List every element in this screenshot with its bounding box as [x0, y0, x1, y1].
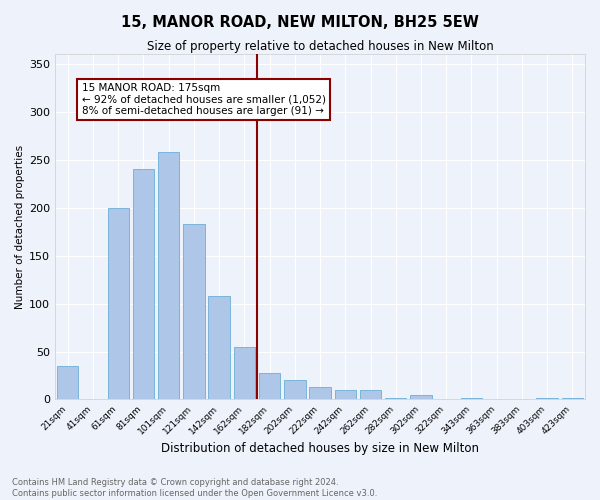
Text: 15, MANOR ROAD, NEW MILTON, BH25 5EW: 15, MANOR ROAD, NEW MILTON, BH25 5EW	[121, 15, 479, 30]
Bar	[385, 398, 406, 400]
Bar	[410, 394, 432, 400]
Title: Size of property relative to detached houses in New Milton: Size of property relative to detached ho…	[147, 40, 493, 53]
Bar	[208, 296, 230, 400]
Bar	[360, 390, 381, 400]
Bar	[107, 208, 129, 400]
Bar	[133, 170, 154, 400]
Bar	[536, 398, 558, 400]
Bar	[461, 398, 482, 400]
Bar	[233, 346, 255, 400]
Bar	[158, 152, 179, 400]
Text: Contains HM Land Registry data © Crown copyright and database right 2024.
Contai: Contains HM Land Registry data © Crown c…	[12, 478, 377, 498]
Bar	[335, 390, 356, 400]
Bar	[562, 398, 583, 400]
Bar	[183, 224, 205, 400]
Bar	[57, 366, 79, 400]
Y-axis label: Number of detached properties: Number of detached properties	[15, 145, 25, 309]
Bar	[486, 398, 508, 400]
Bar	[259, 372, 280, 400]
Bar	[310, 387, 331, 400]
Text: 15 MANOR ROAD: 175sqm
← 92% of detached houses are smaller (1,052)
8% of semi-de: 15 MANOR ROAD: 175sqm ← 92% of detached …	[82, 83, 326, 116]
X-axis label: Distribution of detached houses by size in New Milton: Distribution of detached houses by size …	[161, 442, 479, 455]
Bar	[284, 380, 305, 400]
